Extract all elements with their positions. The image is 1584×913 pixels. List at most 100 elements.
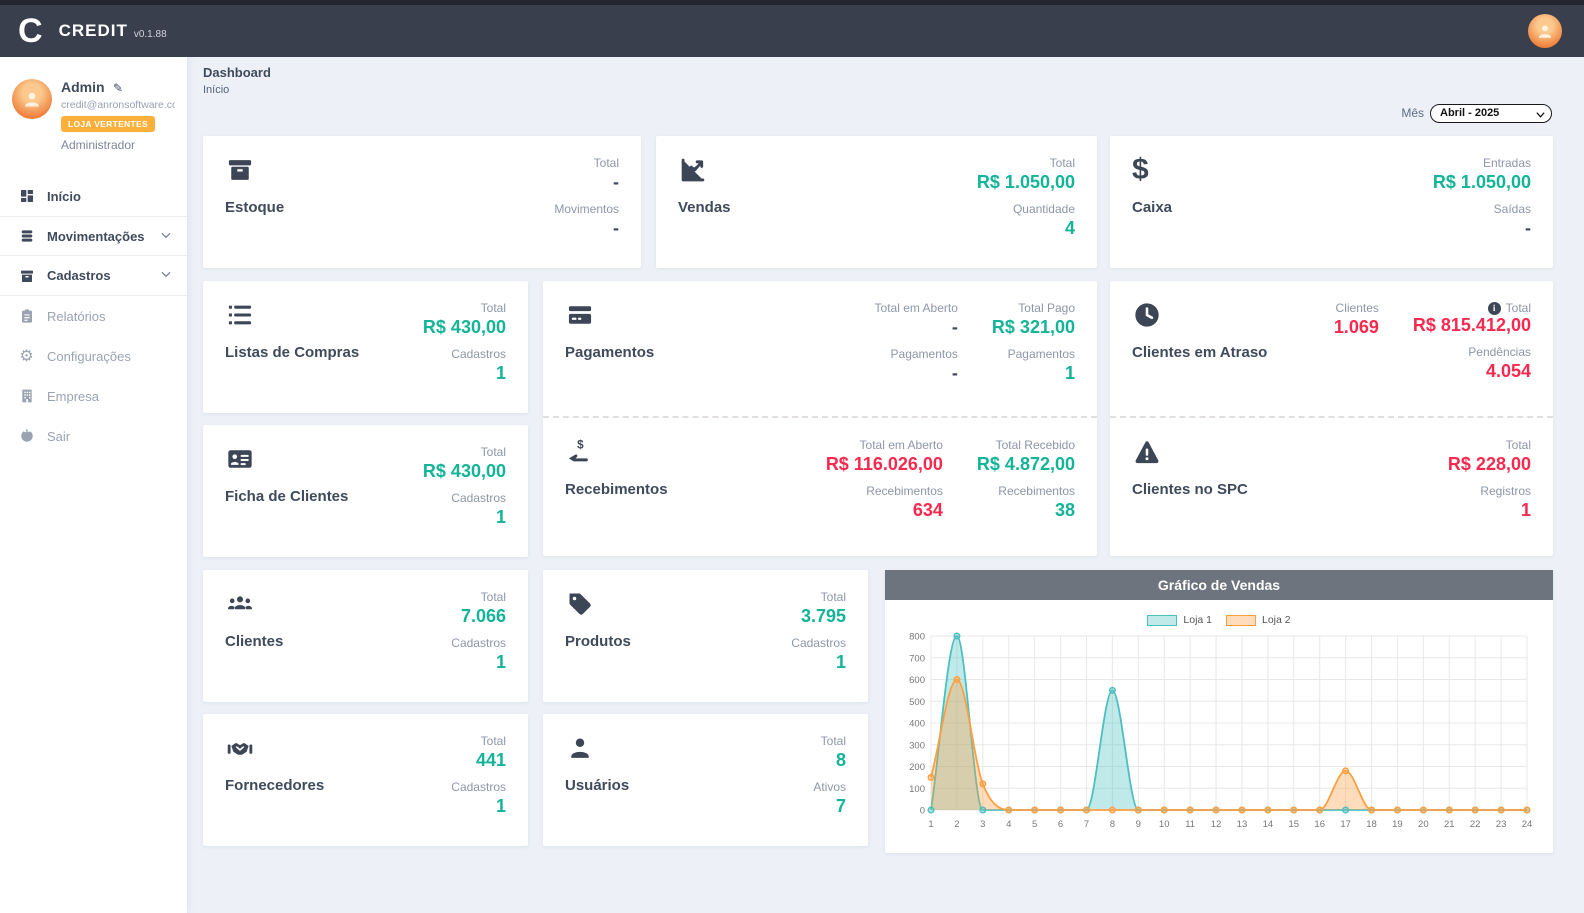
stat-label: Clientes: [1335, 301, 1379, 315]
sidebar-user-block: Admin ✎ credit@anronsoftware.co... LOJA …: [0, 57, 187, 162]
stat-value: 1: [495, 507, 506, 527]
stat-label: Total Pago: [1018, 301, 1075, 315]
id-card-icon: [225, 445, 257, 475]
fornecedores-card: Fornecedores Total 441 Cadastros 1: [203, 714, 528, 846]
listas-compras-card: Listas de Compras Total R$ 430,00 Cadast…: [203, 281, 528, 413]
sales-chart: 1 2 3 4 5 6 7 8 9 10 11 12 13 14 15 16 17 18 19 20 21 22 23 24 0…: [885, 626, 1553, 841]
stat-value: R$ 1.050,00: [976, 172, 1075, 192]
stat-label: Total em Aberto: [859, 438, 943, 452]
credit-card-icon: [565, 301, 597, 331]
stat-label: Total: [820, 590, 846, 604]
stat-value: 7.066: [460, 606, 506, 626]
caixa-card: $ Caixa Entradas R$ 1.050,00 Saídas -: [1110, 136, 1553, 268]
sidebar-item-empresa[interactable]: Empresa: [0, 376, 187, 416]
page-title: Dashboard: [203, 65, 271, 80]
month-select[interactable]: Abril - 2025: [1430, 103, 1552, 123]
list-icon: [225, 301, 257, 331]
stat-label: Total: [1049, 156, 1075, 170]
svg-text:9: 9: [1136, 819, 1141, 830]
stat-label: Entradas: [1482, 156, 1531, 170]
card-title: Caixa: [1132, 199, 1173, 216]
stat-label: Total: [820, 734, 846, 748]
box-icon: [225, 156, 257, 186]
stat-value: R$ 430,00: [422, 461, 506, 481]
svg-text:20: 20: [1418, 819, 1429, 830]
tag-icon: [565, 590, 597, 620]
svg-text:19: 19: [1392, 819, 1403, 830]
legend-item[interactable]: Loja 1: [1147, 614, 1212, 626]
sidebar-item-relatorios[interactable]: Relatórios: [0, 296, 187, 336]
app-header: C CREDIT v0.1.88: [0, 5, 1584, 57]
svg-text:24: 24: [1522, 819, 1533, 830]
info-icon[interactable]: i: [1487, 301, 1501, 315]
stat-label: Total: [480, 301, 506, 315]
month-filter: Mês Abril - 2025: [1401, 103, 1552, 123]
chevron-down-icon: [159, 267, 173, 284]
stat-value: 1: [495, 652, 506, 672]
stat-value: 441: [475, 750, 506, 770]
stat-value: R$ 116.026,00: [825, 454, 943, 474]
sidebar-user-avatar[interactable]: [12, 79, 52, 119]
stat-label: Saídas: [1493, 202, 1531, 216]
svg-text:500: 500: [909, 697, 925, 708]
stat-value: -: [1525, 218, 1531, 238]
svg-text:$: $: [577, 439, 584, 452]
estoque-card: Estoque Total - Movimentos -: [203, 136, 641, 268]
stat-label: Cadastros: [791, 636, 846, 650]
svg-text:7: 7: [1084, 819, 1089, 830]
svg-text:100: 100: [909, 784, 925, 795]
svg-text:15: 15: [1288, 819, 1299, 830]
handshake-icon: [225, 734, 257, 764]
card-title: Clientes em Atraso: [1132, 344, 1268, 361]
legend-swatch: [1226, 614, 1256, 626]
chart-line-icon: [678, 156, 710, 186]
sidebar-item-movimentacoes[interactable]: Movimentações: [0, 216, 187, 256]
card-title: Usuários: [565, 777, 630, 794]
sidebar-item-sair[interactable]: Sair: [0, 416, 187, 456]
stat-label: Registros: [1480, 484, 1531, 498]
vendas-card: Vendas Total R$ 1.050,00 Quantidade 4: [656, 136, 1097, 268]
stat-value: 634: [912, 500, 943, 520]
legend-item[interactable]: Loja 2: [1226, 614, 1291, 626]
stat-label: Pagamentos: [1007, 347, 1075, 361]
sidebar-item-cadastros[interactable]: Cadastros: [0, 256, 187, 296]
sidebar-item-configuracoes[interactable]: ⚙ Configurações: [0, 336, 187, 376]
stat-label: Quantidade: [1012, 202, 1075, 216]
user-email: credit@anronsoftware.co...: [61, 99, 175, 111]
clientes-spc-section: Clientes no SPC Total R$ 228,00 Registro…: [1110, 418, 1553, 555]
stat-value: R$ 1.050,00: [1432, 172, 1531, 192]
sidebar-item-inicio[interactable]: Início: [0, 176, 187, 216]
store-badge: LOJA VERTENTES: [61, 116, 155, 132]
stat-value: 3.795: [800, 606, 846, 626]
stat-value: 1: [495, 796, 506, 816]
window-top-strip: [0, 0, 1584, 5]
svg-text:800: 800: [909, 632, 925, 643]
svg-text:11: 11: [1185, 819, 1195, 830]
user-name: Admin: [61, 79, 105, 95]
sidebar-item-label: Relatórios: [47, 308, 106, 324]
breadcrumb: Dashboard Início: [203, 65, 271, 96]
app-version: v0.1.88: [133, 28, 167, 40]
edit-profile-icon[interactable]: ✎: [113, 81, 124, 95]
clock-icon: [1132, 301, 1164, 331]
stat-value: R$ 321,00: [991, 317, 1075, 337]
sidebar-item-label: Cadastros: [47, 268, 111, 283]
svg-text:12: 12: [1211, 819, 1222, 830]
svg-text:14: 14: [1263, 819, 1274, 830]
user-icon: [1539, 25, 1551, 38]
svg-text:17: 17: [1340, 819, 1351, 830]
dollar-icon: $: [1132, 153, 1149, 186]
card-title: Ficha de Clientes: [225, 488, 349, 505]
pagamentos-section: Pagamentos Total em Aberto - Pagamentos …: [543, 281, 1097, 418]
svg-text:4: 4: [1006, 819, 1011, 830]
stat-label: Total em Aberto: [874, 301, 958, 315]
svg-text:600: 600: [909, 675, 925, 686]
header-user-avatar[interactable]: [1528, 14, 1562, 48]
usuarios-card: Usuários Total 8 Ativos 7: [543, 714, 868, 846]
stat-label: Total: [593, 156, 619, 170]
stat-value: 1.069: [1333, 317, 1379, 337]
ficha-clientes-card: Ficha de Clientes Total R$ 430,00 Cadast…: [203, 425, 528, 557]
svg-text:8: 8: [1110, 819, 1115, 830]
stat-value: R$ 430,00: [422, 317, 506, 337]
